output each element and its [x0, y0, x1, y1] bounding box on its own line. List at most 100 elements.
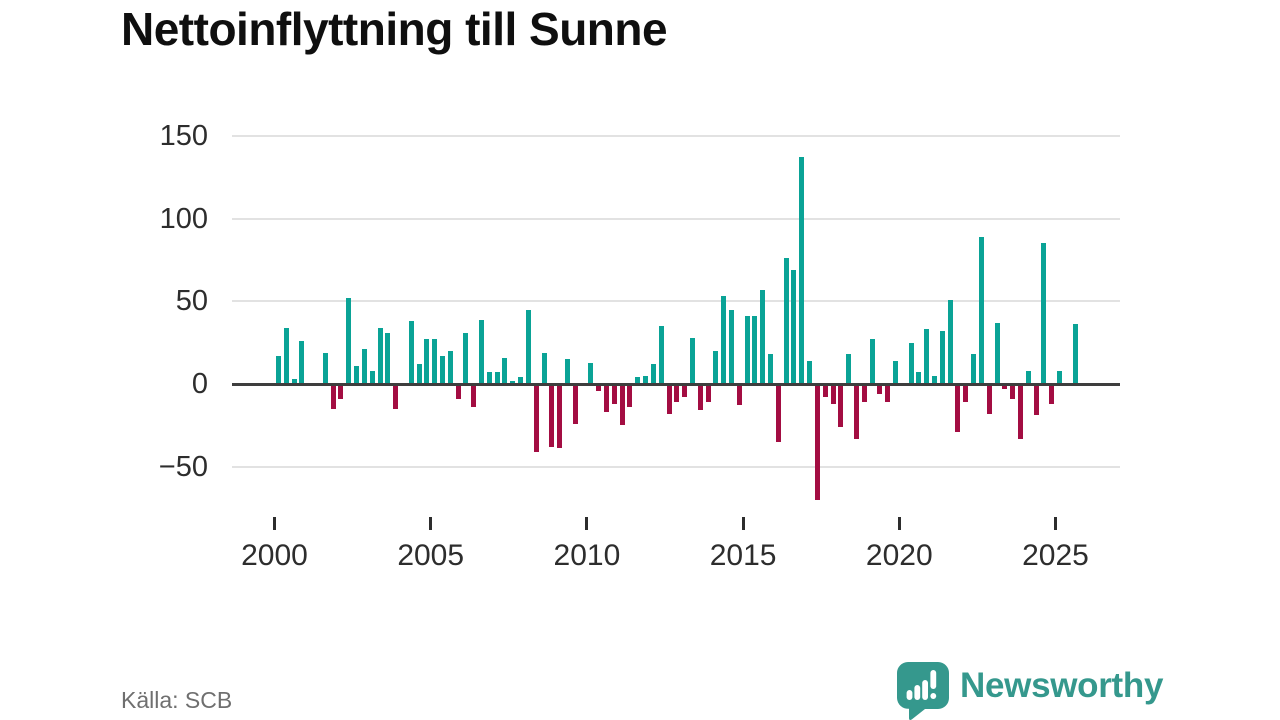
newsworthy-logo-icon [897, 662, 949, 720]
bar-2018-q3 [853, 384, 859, 439]
x-axis-tick-2020 [897, 517, 901, 530]
bar-2014-q2 [721, 296, 727, 384]
bar-2025-q3 [1072, 324, 1078, 384]
bar-2010-q3 [604, 384, 610, 413]
bar-2012-q2 [658, 326, 664, 384]
bar-2013-q1 [682, 384, 688, 398]
x-axis-tick-2000 [273, 517, 276, 530]
x-axis-label-2005: 2005 [397, 539, 465, 572]
bar-2010-q1 [588, 362, 594, 384]
bar-2015-q1 [744, 316, 750, 384]
bar-2005-q2 [440, 355, 445, 384]
bar-2019-q2 [877, 384, 883, 394]
bar-2005-q4 [455, 384, 461, 399]
x-axis-label-2000: 2000 [241, 539, 308, 572]
bar-2012-q4 [674, 384, 680, 403]
bar-2008-q3 [541, 352, 547, 384]
y-axis-label-50: 50 [175, 285, 208, 318]
bar-2017-q3 [822, 384, 828, 398]
bar-2020-q3 [916, 372, 922, 384]
bar-2004-q3 [416, 364, 422, 384]
bar-2007-q2 [502, 357, 508, 384]
bar-2015-q2 [752, 316, 758, 384]
x-axis-label-2020: 2020 [865, 539, 933, 572]
bar-2003-q4 [393, 384, 399, 409]
bar-2018-q4 [861, 384, 867, 403]
bar-2019-q3 [885, 384, 891, 403]
bar-2002-q3 [354, 365, 360, 384]
bar-2008-q4 [549, 384, 555, 447]
bar-2018-q2 [846, 354, 852, 384]
x-axis-tick-2005 [429, 517, 433, 530]
y-axis-label-100: 100 [159, 202, 208, 235]
bar-2019-q1 [869, 339, 875, 384]
bar-2011-q4 [643, 375, 649, 384]
source-note: Källa: SCB [121, 687, 233, 713]
bar-2017-q4 [830, 384, 836, 404]
bar-2011-q2 [627, 384, 633, 408]
bar-2016-q4 [799, 157, 805, 384]
bar-2000-q2 [283, 327, 289, 384]
bar-2007-q3 [510, 380, 516, 384]
bar-2010-q4 [611, 384, 617, 404]
bar-2024-q2 [1033, 384, 1039, 416]
bar-2003-q1 [369, 370, 375, 384]
bar-2023-q4 [1017, 384, 1023, 439]
bar-2012-q3 [666, 384, 672, 414]
bar-2022-q4 [986, 384, 992, 414]
x-axis-label-2010: 2010 [553, 539, 621, 572]
bar-2021-q3 [947, 299, 953, 384]
bar-2009-q2 [564, 359, 570, 384]
bar-2006-q1 [463, 332, 469, 384]
bar-2022-q2 [971, 354, 977, 384]
bar-2007-q4 [518, 377, 524, 384]
gridline-50 [232, 300, 1120, 303]
bar-2024-q4 [1049, 384, 1055, 404]
bar-2003-q3 [385, 332, 391, 384]
x-axis-tick-2015 [741, 517, 745, 530]
bar-2019-q4 [892, 360, 898, 384]
bar-2020-q2 [908, 342, 914, 384]
x-axis-label-2015: 2015 [709, 539, 777, 572]
y-axis-label-0: 0 [191, 368, 208, 400]
bar-2001-q3 [322, 352, 328, 384]
bar-2003-q2 [377, 327, 383, 384]
zero-baseline [232, 382, 1120, 386]
bar-2006-q2 [471, 384, 477, 408]
bar-2018-q1 [838, 384, 844, 427]
bar-2021-q2 [939, 331, 945, 384]
bar-2000-q4 [299, 341, 305, 384]
bar-2024-q1 [1025, 370, 1031, 384]
bar-2023-q1 [994, 322, 1000, 384]
bar-2022-q3 [978, 236, 984, 384]
bar-2016-q1 [775, 384, 781, 442]
bar-2006-q4 [486, 372, 492, 384]
page-title: Nettoinflyttning till Sunne [121, 3, 668, 55]
bar-2013-q4 [705, 384, 711, 403]
y-axis-label-−50: −50 [158, 450, 208, 483]
bar-2000-q3 [291, 379, 297, 384]
bar-2024-q3 [1041, 243, 1047, 384]
bar-2023-q2 [1002, 384, 1008, 389]
bar-2015-q3 [760, 289, 766, 384]
bar-2017-q2 [814, 384, 820, 500]
bar-2014-q1 [713, 350, 719, 384]
bar-2016-q3 [791, 269, 797, 384]
bar-2007-q1 [494, 372, 500, 384]
bar-2023-q3 [1010, 384, 1016, 399]
bar-2021-q1 [932, 375, 938, 384]
bar-2022-q1 [963, 384, 969, 403]
bar-2002-q2 [346, 298, 352, 384]
bar-2017-q1 [807, 360, 813, 384]
bar-2015-q4 [768, 354, 774, 384]
bar-2005-q1 [432, 339, 438, 384]
x-axis-tick-2025 [1054, 517, 1057, 530]
bar-2010-q2 [596, 384, 602, 391]
bar-2014-q4 [736, 384, 742, 406]
bar-2000-q1 [276, 355, 281, 384]
bar-2011-q3 [635, 377, 641, 384]
bar-2021-q4 [955, 384, 961, 432]
gridline-−50 [232, 465, 1120, 468]
bar-2008-q2 [533, 384, 539, 452]
